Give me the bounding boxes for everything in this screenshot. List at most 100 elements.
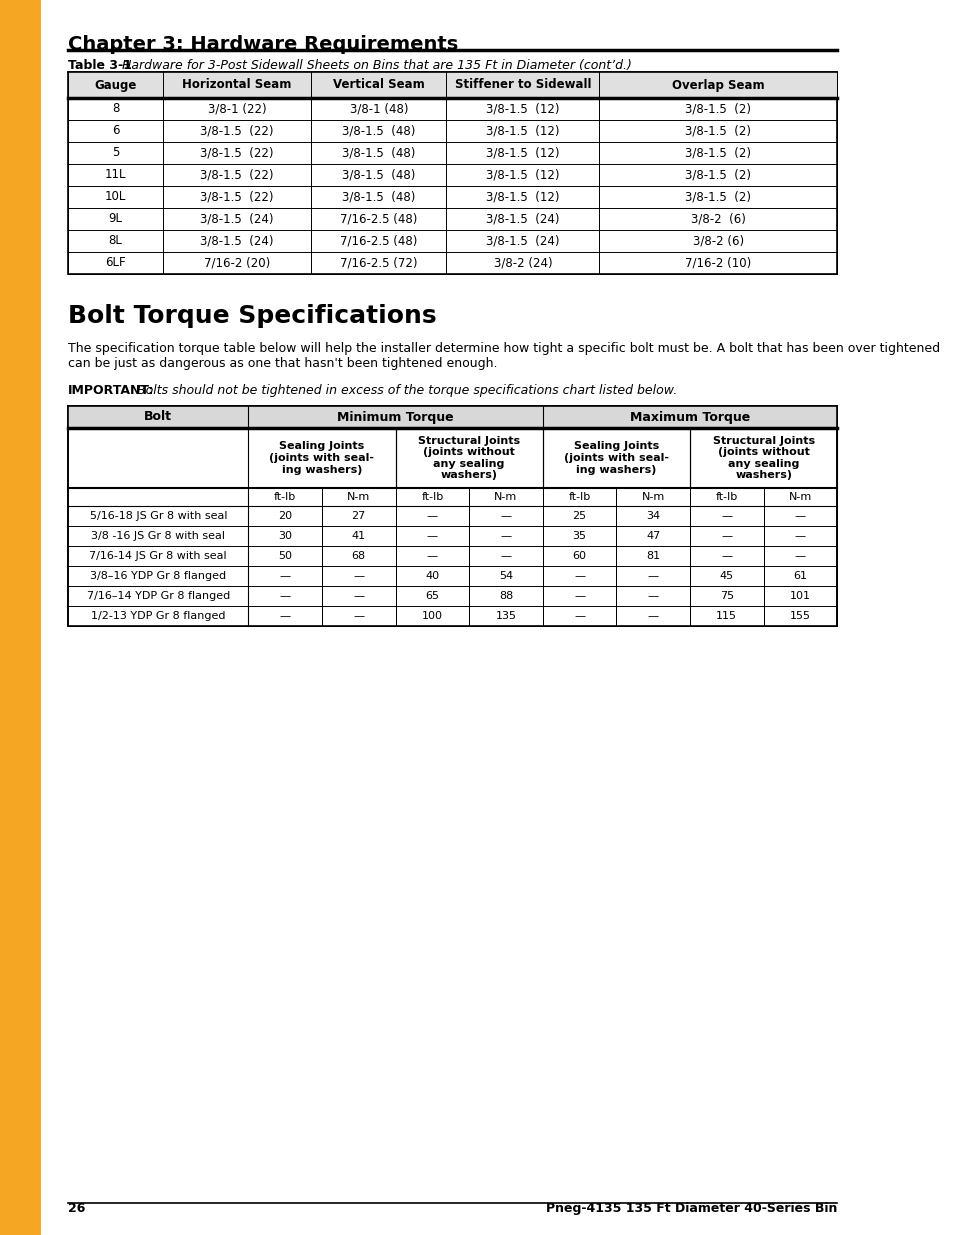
Text: —: — bbox=[353, 611, 364, 621]
Text: IMPORTANT:: IMPORTANT: bbox=[69, 384, 154, 396]
Text: —: — bbox=[426, 551, 437, 561]
Text: Maximum Torque: Maximum Torque bbox=[629, 410, 749, 424]
Text: 3/8-1.5  (2): 3/8-1.5 (2) bbox=[684, 147, 751, 159]
Text: Vertical Seam: Vertical Seam bbox=[333, 79, 424, 91]
Text: —: — bbox=[647, 592, 659, 601]
Text: 54: 54 bbox=[498, 571, 513, 580]
Text: 9L: 9L bbox=[109, 212, 122, 226]
Text: The specification torque table below will help the installer determine how tight: The specification torque table below wil… bbox=[69, 342, 940, 370]
Text: 3/8-1.5  (24): 3/8-1.5 (24) bbox=[486, 212, 559, 226]
Text: Minimum Torque: Minimum Torque bbox=[336, 410, 454, 424]
Text: 3/8-1.5  (2): 3/8-1.5 (2) bbox=[684, 168, 751, 182]
Text: —: — bbox=[500, 551, 511, 561]
Bar bbox=[69, 406, 837, 429]
Text: 3/8-2 (24): 3/8-2 (24) bbox=[493, 257, 552, 269]
Text: 7/16-14 JS Gr 8 with seal: 7/16-14 JS Gr 8 with seal bbox=[90, 551, 227, 561]
Text: 3/8-1.5  (48): 3/8-1.5 (48) bbox=[342, 190, 416, 204]
Text: —: — bbox=[794, 551, 805, 561]
Text: Bolt: Bolt bbox=[144, 410, 172, 424]
Text: 3/8-1 (48): 3/8-1 (48) bbox=[349, 103, 408, 116]
Text: N-m: N-m bbox=[641, 492, 664, 501]
Text: 7/16-2.5 (48): 7/16-2.5 (48) bbox=[340, 212, 417, 226]
Text: —: — bbox=[647, 611, 659, 621]
Text: 7/16-2 (20): 7/16-2 (20) bbox=[204, 257, 270, 269]
Text: 34: 34 bbox=[645, 511, 659, 521]
Text: —: — bbox=[647, 571, 659, 580]
Text: 41: 41 bbox=[352, 531, 365, 541]
Text: Chapter 3: Hardware Requirements: Chapter 3: Hardware Requirements bbox=[69, 35, 458, 54]
Text: 7/16-2.5 (48): 7/16-2.5 (48) bbox=[340, 235, 417, 247]
Text: —: — bbox=[720, 511, 732, 521]
Text: Table 3-1: Table 3-1 bbox=[69, 59, 132, 72]
Text: —: — bbox=[500, 511, 511, 521]
Text: 1/2-13 YDP Gr 8 flanged: 1/2-13 YDP Gr 8 flanged bbox=[91, 611, 225, 621]
Text: 100: 100 bbox=[421, 611, 442, 621]
Text: 115: 115 bbox=[716, 611, 737, 621]
Text: ft-lb: ft-lb bbox=[421, 492, 443, 501]
Text: 81: 81 bbox=[645, 551, 659, 561]
Text: 6: 6 bbox=[112, 125, 119, 137]
Text: 8: 8 bbox=[112, 103, 119, 116]
Text: 7/16-2 (10): 7/16-2 (10) bbox=[684, 257, 751, 269]
Text: 68: 68 bbox=[352, 551, 365, 561]
Text: Bolts should not be tightened in excess of the torque specifications chart liste: Bolts should not be tightened in excess … bbox=[132, 384, 677, 396]
Text: 3/8-1.5  (12): 3/8-1.5 (12) bbox=[486, 168, 559, 182]
Text: 10L: 10L bbox=[105, 190, 126, 204]
Text: —: — bbox=[574, 592, 584, 601]
Text: ft-lb: ft-lb bbox=[568, 492, 590, 501]
Text: 88: 88 bbox=[498, 592, 513, 601]
Text: —: — bbox=[794, 511, 805, 521]
Bar bbox=[69, 72, 837, 98]
Text: 3/8-1.5  (12): 3/8-1.5 (12) bbox=[486, 147, 559, 159]
Text: —: — bbox=[720, 531, 732, 541]
Text: 60: 60 bbox=[572, 551, 586, 561]
Text: 5: 5 bbox=[112, 147, 119, 159]
Text: Overlap Seam: Overlap Seam bbox=[671, 79, 764, 91]
Text: ft-lb: ft-lb bbox=[715, 492, 738, 501]
Text: —: — bbox=[720, 551, 732, 561]
Text: 26: 26 bbox=[69, 1202, 86, 1215]
Text: 3/8-1.5  (2): 3/8-1.5 (2) bbox=[684, 190, 751, 204]
Text: 6LF: 6LF bbox=[105, 257, 126, 269]
Text: Gauge: Gauge bbox=[94, 79, 136, 91]
Text: 3/8–16 YDP Gr 8 flanged: 3/8–16 YDP Gr 8 flanged bbox=[91, 571, 226, 580]
Text: 61: 61 bbox=[793, 571, 806, 580]
Text: 3/8-1.5  (48): 3/8-1.5 (48) bbox=[342, 168, 416, 182]
Text: 8L: 8L bbox=[109, 235, 122, 247]
Text: Sealing Joints
(joints with seal-
ing washers): Sealing Joints (joints with seal- ing wa… bbox=[269, 441, 374, 474]
Text: 3/8-1.5  (22): 3/8-1.5 (22) bbox=[200, 168, 274, 182]
Text: N-m: N-m bbox=[347, 492, 370, 501]
Text: 30: 30 bbox=[278, 531, 292, 541]
Text: —: — bbox=[353, 592, 364, 601]
Text: 3/8-1.5  (22): 3/8-1.5 (22) bbox=[200, 125, 274, 137]
Text: 3/8-1.5  (22): 3/8-1.5 (22) bbox=[200, 147, 274, 159]
Bar bbox=[69, 406, 837, 626]
Text: 3/8-1.5  (24): 3/8-1.5 (24) bbox=[486, 235, 559, 247]
Text: ft-lb: ft-lb bbox=[274, 492, 296, 501]
Text: 3/8-1.5  (24): 3/8-1.5 (24) bbox=[200, 212, 274, 226]
Text: 7/16–14 YDP Gr 8 flanged: 7/16–14 YDP Gr 8 flanged bbox=[87, 592, 230, 601]
Text: —: — bbox=[574, 611, 584, 621]
Text: 50: 50 bbox=[278, 551, 292, 561]
Text: Sealing Joints
(joints with seal-
ing washers): Sealing Joints (joints with seal- ing wa… bbox=[563, 441, 668, 474]
Text: —: — bbox=[426, 531, 437, 541]
Text: 3/8-1.5  (12): 3/8-1.5 (12) bbox=[486, 125, 559, 137]
Text: 3/8-1.5  (2): 3/8-1.5 (2) bbox=[684, 103, 751, 116]
Text: Pneg-4135 135 Ft Diameter 40-Series Bin: Pneg-4135 135 Ft Diameter 40-Series Bin bbox=[545, 1202, 837, 1215]
Text: 3/8-1.5  (12): 3/8-1.5 (12) bbox=[486, 103, 559, 116]
Text: Horizontal Seam: Horizontal Seam bbox=[182, 79, 292, 91]
Text: N-m: N-m bbox=[494, 492, 517, 501]
Text: Bolt Torque Specifications: Bolt Torque Specifications bbox=[69, 304, 436, 329]
Text: 3/8-1.5  (22): 3/8-1.5 (22) bbox=[200, 190, 274, 204]
Text: 20: 20 bbox=[277, 511, 292, 521]
Text: 3/8 -16 JS Gr 8 with seal: 3/8 -16 JS Gr 8 with seal bbox=[91, 531, 225, 541]
Bar bbox=[0, 0, 41, 1235]
Text: —: — bbox=[426, 511, 437, 521]
Text: 3/8-1.5  (2): 3/8-1.5 (2) bbox=[684, 125, 751, 137]
Text: 25: 25 bbox=[572, 511, 586, 521]
Text: 3/8-1.5  (48): 3/8-1.5 (48) bbox=[342, 125, 416, 137]
Bar bbox=[69, 72, 837, 274]
Text: Hardware for 3-Post Sidewall Sheets on Bins that are 135 Ft in Diameter (cont’d.: Hardware for 3-Post Sidewall Sheets on B… bbox=[117, 59, 631, 72]
Text: 7/16-2.5 (72): 7/16-2.5 (72) bbox=[339, 257, 417, 269]
Text: —: — bbox=[500, 531, 511, 541]
